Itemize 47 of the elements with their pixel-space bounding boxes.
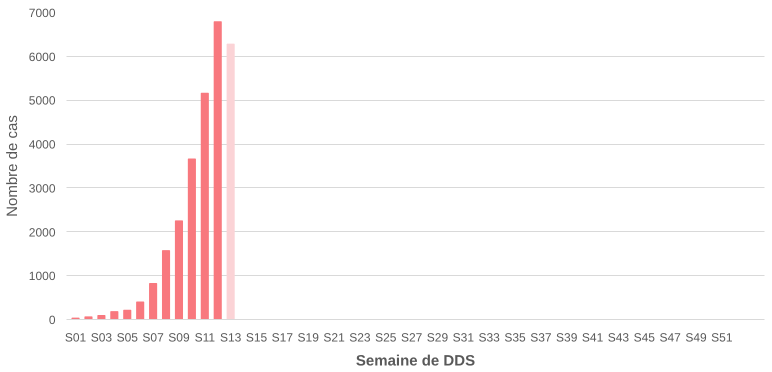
bar (226, 44, 235, 320)
y-tick-label: 5000 (28, 94, 56, 108)
x-tick-label: S21 (323, 330, 346, 344)
x-tick-label: S37 (530, 330, 552, 344)
bar (174, 220, 184, 320)
x-tick-label: S43 (608, 330, 630, 344)
x-tick-label: S45 (634, 330, 656, 344)
y-axis-title: Nombre de cas (4, 115, 21, 217)
x-tick-label: S27 (400, 330, 423, 344)
x-tick-label: S25 (375, 330, 397, 344)
x-tick-label: S39 (556, 330, 578, 344)
y-tick-label: 7000 (28, 6, 56, 20)
x-tick-label: S13 (220, 330, 242, 344)
y-tick-label: 2000 (28, 225, 56, 240)
x-tick-label: S09 (168, 330, 190, 344)
x-tick-label: S47 (659, 330, 682, 344)
bar (162, 250, 170, 320)
y-tick-label: 1000 (28, 269, 56, 284)
x-tick-label: S23 (349, 330, 371, 344)
x-tick-label: S33 (478, 330, 500, 344)
bar (200, 92, 209, 320)
y-tick-label: 3000 (28, 181, 56, 196)
bar (188, 158, 196, 320)
bar (97, 315, 106, 320)
x-tick-label: S29 (426, 330, 448, 344)
x-tick-label: S03 (90, 330, 112, 344)
y-tick-label: 0 (48, 313, 56, 327)
x-axis-title: Semaine de DDS (356, 352, 476, 370)
bar (149, 283, 158, 320)
bar (123, 310, 132, 320)
x-tick-label: S51 (711, 330, 733, 344)
x-tick-label: S31 (452, 330, 474, 344)
x-tick-label: S49 (685, 330, 707, 344)
x-tick-label: S19 (298, 330, 320, 344)
x-tick-label: S01 (64, 330, 87, 344)
bar (136, 301, 144, 320)
y-tick-label: 6000 (28, 50, 56, 64)
x-tick-label: S17 (272, 330, 294, 344)
y-tick-label: 4000 (28, 138, 56, 152)
x-tick-label: S11 (194, 330, 216, 344)
bar (214, 21, 222, 320)
x-tick-label: S35 (504, 330, 526, 344)
x-tick-label: S05 (116, 330, 138, 344)
x-tick-label: S41 (582, 330, 604, 344)
bar (110, 311, 118, 320)
x-tick-label: S07 (142, 330, 164, 344)
x-tick-label: S15 (246, 330, 268, 344)
